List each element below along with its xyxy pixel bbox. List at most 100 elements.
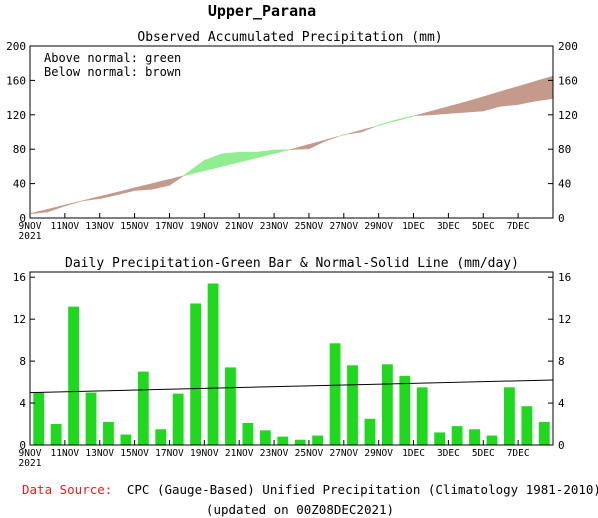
- daily-bar: [381, 364, 393, 445]
- x-tick-label: 11NOV: [51, 448, 80, 459]
- x-tick-label: 5DEC: [472, 221, 495, 232]
- daily-bar: [399, 375, 411, 445]
- daily-bar: [225, 367, 236, 445]
- daily-plot-area: 0 0 4 4 8 8 12 12 16 16 9NOV 11NOV 13NOV 15NOV 17NOV 19…: [13, 271, 572, 469]
- above-normal-area: [413, 115, 416, 117]
- x-tick-label: 21NOV: [225, 221, 254, 232]
- y-tick-label-left: 40: [13, 178, 26, 191]
- below-normal-area: [151, 178, 170, 190]
- below-normal-area: [291, 144, 310, 150]
- daily-bar: [242, 422, 254, 445]
- above-normal-area: [395, 115, 414, 122]
- footer-source-text: CPC (Gauge-Based) Unified Precipitation …: [127, 482, 598, 497]
- y-tick-label-right: 16: [558, 271, 571, 284]
- x-tick-label: 13NOV: [85, 448, 114, 459]
- x-tick-label: 19NOV: [190, 221, 219, 232]
- accumulated-plot-area: 0 0 40 40 80 80 120 120 160 160 200 200 9NOV 11NOV 13N…: [6, 40, 578, 242]
- y-tick-label-right: 120: [558, 109, 578, 122]
- footer-source: Data Source: CPC (Gauge-Based) Unified P…: [22, 482, 598, 497]
- daily-bar: [190, 303, 202, 445]
- footer-source-label: Data Source:: [22, 482, 112, 497]
- y-tick-label-right: 0: [558, 212, 565, 225]
- daily-chart: Daily Precipitation-Green Bar & Normal-S…: [13, 256, 572, 469]
- y-tick-label-left: 0: [19, 212, 26, 225]
- page-title: Upper_Parana: [208, 2, 316, 20]
- x-tick-label: 21NOV: [225, 448, 254, 459]
- footer-updated: (updated on 00Z08DEC2021): [206, 502, 394, 517]
- below-normal-area: [47, 204, 66, 213]
- daily-bar: [504, 387, 515, 445]
- x-year-label: 2021: [19, 231, 42, 242]
- daily-bar: [294, 439, 306, 445]
- below-normal-area: [116, 187, 135, 196]
- daily-bar: [364, 418, 376, 445]
- y-tick-label-right: 4: [558, 397, 565, 410]
- below-normal-area: [430, 106, 449, 116]
- accumulated-chart: Observed Accumulated Precipitation (mm) …: [6, 30, 578, 242]
- below-normal-area: [517, 80, 536, 105]
- x-tick-label: 19NOV: [190, 448, 219, 459]
- y-tick-label-left: 160: [6, 74, 26, 87]
- x-tick-label: 27NOV: [329, 221, 358, 232]
- daily-chart-title: Daily Precipitation-Green Bar & Normal-S…: [65, 256, 519, 271]
- above-normal-area: [186, 159, 205, 176]
- daily-bar: [259, 430, 271, 445]
- daily-bar: [434, 432, 446, 445]
- below-normal-area: [64, 200, 83, 207]
- y-tick-label-right: 0: [558, 439, 565, 452]
- x-tick-label: 7DEC: [507, 448, 530, 459]
- below-normal-area: [99, 191, 118, 200]
- below-normal-area: [500, 86, 519, 107]
- x-tick-label: 17NOV: [155, 448, 184, 459]
- daily-bar: [521, 406, 533, 445]
- above-normal-area: [343, 133, 348, 136]
- daily-bar: [277, 436, 289, 445]
- daily-bar: [50, 424, 62, 445]
- x-tick-label: 1DEC: [402, 221, 425, 232]
- x-tick-label: 23NOV: [260, 221, 289, 232]
- normal-line: [29, 379, 554, 394]
- x-tick-label: 1DEC: [402, 448, 425, 459]
- above-normal-area: [337, 134, 345, 137]
- y-tick-label-left: 80: [13, 143, 26, 156]
- daily-bar: [486, 435, 498, 445]
- x-tick-label: 25NOV: [295, 221, 324, 232]
- below-normal-area: [134, 183, 153, 191]
- below-normal-area: [535, 75, 554, 102]
- below-normal-area: [415, 110, 432, 116]
- below-normal-area: [169, 175, 184, 186]
- daily-bar: [120, 434, 132, 445]
- above-normal-area: [256, 149, 275, 159]
- x-tick-label: 23NOV: [260, 448, 289, 459]
- below-normal-area: [82, 196, 101, 202]
- x-tick-label: 9NOV: [19, 221, 42, 232]
- daily-bar: [85, 392, 97, 445]
- y-tick-label-left: 12: [13, 313, 26, 326]
- daily-bar: [469, 429, 480, 445]
- above-normal-area: [221, 151, 240, 167]
- y-tick-label-right: 8: [558, 355, 565, 368]
- below-normal-area: [308, 139, 327, 150]
- x-tick-label: 13NOV: [85, 221, 114, 232]
- x-tick-label: 25NOV: [295, 448, 324, 459]
- y-tick-label-right: 80: [558, 143, 571, 156]
- below-normal-area: [465, 96, 484, 113]
- y-tick-label-left: 0: [19, 439, 26, 452]
- y-tick-label-left: 8: [19, 355, 26, 368]
- above-normal-area: [273, 149, 290, 154]
- y-tick-label-right: 200: [558, 40, 578, 53]
- x-tick-label: 17NOV: [155, 221, 184, 232]
- daily-bar: [172, 393, 184, 445]
- above-normal-area: [378, 119, 397, 126]
- x-tick-label: 15NOV: [120, 448, 149, 459]
- above-normal-area: [238, 151, 257, 163]
- x-tick-label: 5DEC: [472, 448, 495, 459]
- x-tick-label: 15NOV: [120, 221, 149, 232]
- daily-bar: [312, 435, 324, 445]
- daily-bar: [329, 343, 341, 445]
- daily-bar: [155, 429, 167, 445]
- x-tick-label: 11NOV: [51, 221, 80, 232]
- daily-plot-frame: [29, 271, 554, 446]
- below-normal-area: [448, 101, 467, 114]
- daily-bar: [416, 387, 428, 445]
